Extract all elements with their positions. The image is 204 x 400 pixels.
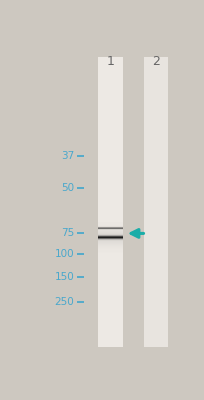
Bar	[98, 229, 122, 230]
Bar	[98, 251, 122, 252]
Text: 37: 37	[61, 151, 74, 161]
Bar	[98, 230, 122, 231]
Bar	[98, 234, 122, 235]
Bar	[98, 224, 122, 225]
Bar	[98, 231, 122, 232]
Bar	[98, 247, 122, 248]
Bar	[98, 242, 122, 243]
Text: 150: 150	[54, 272, 74, 282]
Bar	[98, 239, 122, 240]
Bar	[98, 232, 122, 233]
Bar	[98, 57, 122, 347]
Text: 250: 250	[54, 297, 74, 307]
Text: 100: 100	[54, 249, 74, 259]
Text: 75: 75	[61, 228, 74, 238]
Bar	[98, 245, 122, 246]
Text: 1: 1	[106, 55, 114, 68]
Bar	[98, 222, 122, 223]
Bar	[98, 226, 122, 227]
Text: 50: 50	[61, 183, 74, 193]
Bar	[98, 225, 122, 226]
Bar	[98, 227, 122, 228]
Bar	[98, 223, 122, 224]
Bar	[98, 248, 122, 249]
Bar	[98, 240, 122, 241]
Bar	[98, 246, 122, 247]
Text: 2: 2	[151, 55, 159, 68]
Bar	[98, 228, 122, 229]
Bar	[98, 249, 122, 250]
Bar	[143, 57, 167, 347]
Bar	[98, 243, 122, 244]
Bar	[98, 233, 122, 234]
Bar	[98, 244, 122, 245]
Bar	[98, 235, 122, 236]
Bar	[98, 236, 122, 237]
Bar	[98, 237, 122, 238]
Bar	[98, 250, 122, 251]
Bar	[98, 241, 122, 242]
Bar	[98, 238, 122, 239]
